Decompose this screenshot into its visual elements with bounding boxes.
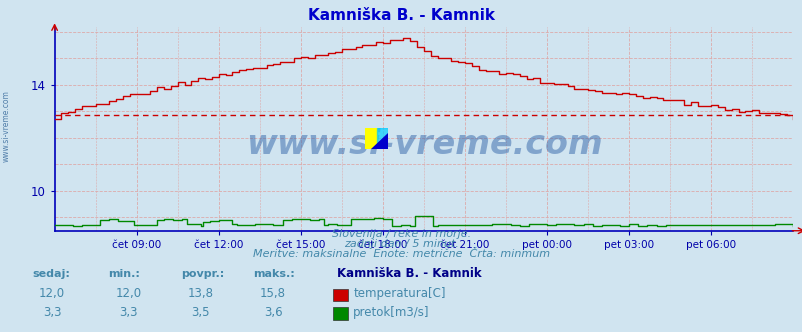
- Text: maks.:: maks.:: [253, 269, 294, 279]
- Text: Kamniška B. - Kamnik: Kamniška B. - Kamnik: [308, 8, 494, 23]
- Text: 12,0: 12,0: [115, 287, 141, 300]
- Text: Kamniška B. - Kamnik: Kamniška B. - Kamnik: [337, 267, 481, 280]
- Bar: [376, 128, 387, 149]
- Text: www.si-vreme.com: www.si-vreme.com: [2, 90, 11, 162]
- Text: 3,3: 3,3: [43, 306, 62, 319]
- Text: 3,3: 3,3: [119, 306, 138, 319]
- Text: 3,6: 3,6: [263, 306, 282, 319]
- Text: pretok[m3/s]: pretok[m3/s]: [353, 306, 429, 319]
- Text: 15,8: 15,8: [260, 287, 286, 300]
- Bar: [365, 128, 376, 149]
- Text: povpr.:: povpr.:: [180, 269, 224, 279]
- Text: 13,8: 13,8: [188, 287, 213, 300]
- Text: temperatura[C]: temperatura[C]: [353, 287, 445, 300]
- Text: www.si-vreme.com: www.si-vreme.com: [245, 128, 602, 161]
- Polygon shape: [371, 133, 387, 149]
- Text: 12,0: 12,0: [39, 287, 65, 300]
- Text: 3,5: 3,5: [191, 306, 210, 319]
- Text: min.:: min.:: [108, 269, 140, 279]
- Text: zadnji dan / 5 minut.: zadnji dan / 5 minut.: [343, 239, 459, 249]
- Text: Slovenija / reke in morje.: Slovenija / reke in morje.: [331, 229, 471, 239]
- Text: Meritve: maksinalne  Enote: metrične  Črta: minmum: Meritve: maksinalne Enote: metrične Črta…: [253, 249, 549, 259]
- Text: sedaj:: sedaj:: [32, 269, 70, 279]
